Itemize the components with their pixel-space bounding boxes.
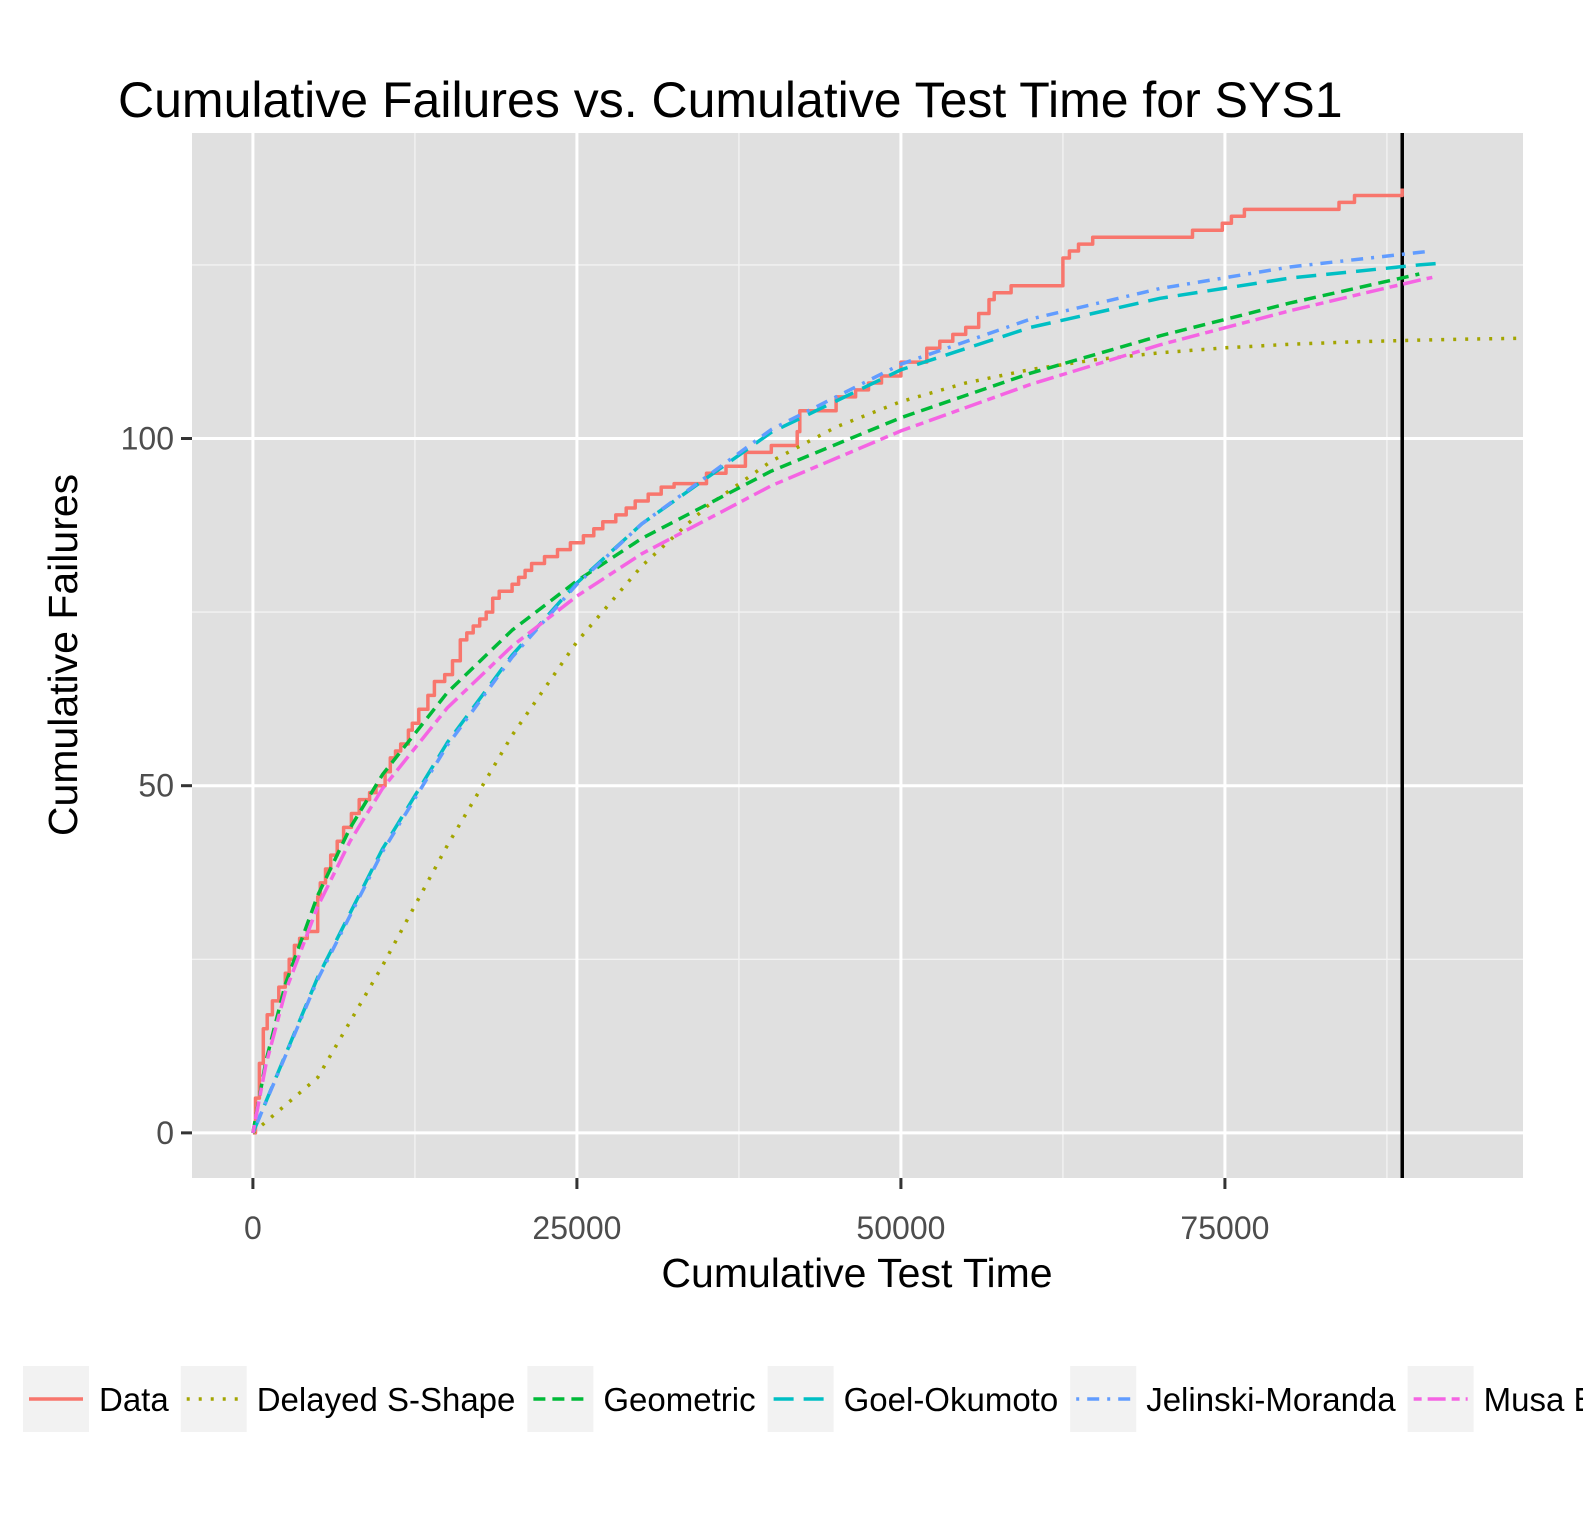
x-axis-title: Cumulative Test Time xyxy=(661,1250,1052,1296)
series-line-5 xyxy=(251,275,1433,1134)
plot-panel xyxy=(192,133,1523,1178)
y-tick-label: 50 xyxy=(138,768,174,804)
legend-label: Musa Basic xyxy=(1484,1381,1583,1418)
legend-item-1: Delayed S-Shape xyxy=(180,1366,516,1432)
x-tick-label: 0 xyxy=(244,1210,262,1246)
grid xyxy=(192,133,1523,1178)
series-line-4 xyxy=(251,249,1433,1134)
legend-label: Data xyxy=(99,1381,169,1418)
legend-label: Jelinski-Moranda xyxy=(1146,1381,1396,1418)
legend-label: Geometric xyxy=(603,1381,755,1418)
x-axis: 0 25000 50000 75000 xyxy=(244,1178,1269,1246)
chart-title: Cumulative Failures vs. Cumulative Test … xyxy=(118,72,1343,128)
legend-item-5: Musa Basic xyxy=(1407,1366,1583,1432)
series-layer xyxy=(251,188,1524,1135)
x-tick-label: 50000 xyxy=(856,1210,945,1246)
y-axis: 0 50 100 xyxy=(121,421,192,1151)
series-line-0 xyxy=(252,188,1404,1135)
legend: Data Delayed S-Shape Geometric Goel-Okumoto… xyxy=(23,1366,1583,1432)
y-tick-label: 100 xyxy=(121,421,174,457)
legend-item-4: Jelinski-Moranda xyxy=(1070,1366,1396,1432)
y-axis-title: Cumulative Failures xyxy=(40,474,86,836)
series-line-2 xyxy=(251,272,1420,1134)
legend-item-2: Geometric xyxy=(527,1366,756,1432)
y-tick-label: 0 xyxy=(156,1115,174,1151)
x-tick-label: 25000 xyxy=(532,1210,621,1246)
legend-item-0: Data xyxy=(23,1366,169,1432)
legend-item-3: Goel-Okumoto xyxy=(767,1366,1059,1432)
legend-label: Delayed S-Shape xyxy=(257,1381,516,1418)
x-tick-label: 75000 xyxy=(1180,1210,1269,1246)
legend-label: Goel-Okumoto xyxy=(844,1381,1059,1418)
